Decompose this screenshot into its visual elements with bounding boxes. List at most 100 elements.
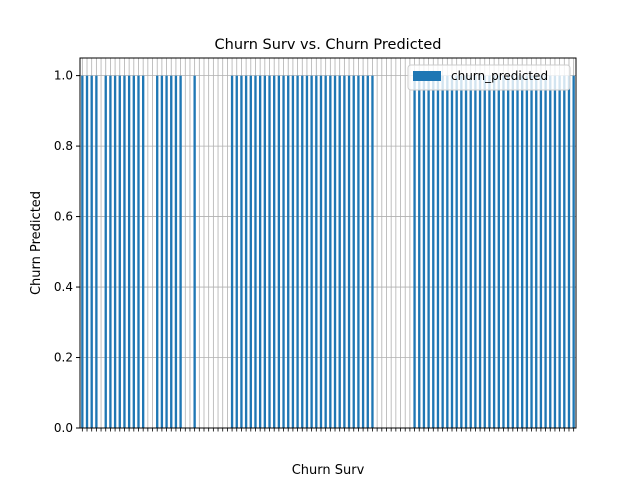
bar xyxy=(347,75,351,428)
legend-label: churn_predicted xyxy=(451,69,548,83)
bar xyxy=(361,75,365,428)
bar xyxy=(572,75,575,428)
legend-swatch xyxy=(413,71,441,81)
bar xyxy=(179,75,182,428)
bar xyxy=(478,75,482,428)
bar xyxy=(516,75,519,428)
bar xyxy=(450,75,454,428)
bar xyxy=(441,75,444,428)
bar xyxy=(268,75,271,428)
bar xyxy=(544,75,547,428)
bar xyxy=(352,75,355,428)
bar xyxy=(460,75,463,428)
bar xyxy=(230,75,234,428)
bar xyxy=(174,75,178,428)
bar xyxy=(81,75,84,428)
bar xyxy=(305,75,309,428)
bar xyxy=(530,75,533,428)
bar xyxy=(160,75,164,428)
y-axis-label: Churn Predicted xyxy=(29,191,44,295)
bar xyxy=(109,75,112,428)
bar xyxy=(474,75,477,428)
bar xyxy=(291,75,295,428)
bar xyxy=(142,75,145,428)
bar xyxy=(366,75,369,428)
bar xyxy=(427,75,430,428)
bar xyxy=(446,75,449,428)
bar xyxy=(85,75,89,428)
bar xyxy=(511,75,514,428)
bar xyxy=(343,75,346,428)
bar xyxy=(483,75,486,428)
x-axis-ticks xyxy=(81,428,575,432)
bar xyxy=(357,75,360,428)
bar xyxy=(113,75,117,428)
bar xyxy=(553,75,557,428)
y-tick-label: 0.6 xyxy=(54,210,73,224)
bar xyxy=(235,75,238,428)
bar xyxy=(371,75,374,428)
y-axis-ticks: 0.0 0.2 0.4 0.6 0.8 1.0 xyxy=(54,69,80,435)
bar xyxy=(315,75,318,428)
bar xyxy=(263,75,266,428)
bar xyxy=(506,75,510,428)
bar xyxy=(90,75,93,428)
bar xyxy=(104,75,107,428)
bar xyxy=(436,75,440,428)
bar xyxy=(492,75,496,428)
bar xyxy=(549,75,552,428)
bar xyxy=(249,75,252,428)
bar xyxy=(240,75,243,428)
y-tick-label: 0.2 xyxy=(54,351,73,365)
bar xyxy=(277,75,281,428)
bar xyxy=(282,75,285,428)
bar xyxy=(193,75,196,428)
bar xyxy=(432,75,435,428)
bar xyxy=(338,75,341,428)
y-tick-label: 0.0 xyxy=(54,421,73,435)
bar xyxy=(535,75,538,428)
bar xyxy=(324,75,327,428)
bar xyxy=(418,75,421,428)
bar xyxy=(422,75,426,428)
bar xyxy=(539,75,543,428)
bar xyxy=(170,75,173,428)
bar xyxy=(165,75,168,428)
chart-title: Churn Surv vs. Churn Predicted xyxy=(215,37,442,53)
legend-box xyxy=(407,64,571,91)
y-tick-label: 1.0 xyxy=(54,69,73,83)
bar xyxy=(455,75,458,428)
bar xyxy=(310,75,313,428)
bar xyxy=(563,75,566,428)
bar xyxy=(525,75,529,428)
bar xyxy=(464,75,468,428)
bar xyxy=(118,75,121,428)
bars-layer xyxy=(81,75,575,428)
bar xyxy=(127,75,131,428)
bar xyxy=(469,75,472,428)
bar xyxy=(123,75,126,428)
bar xyxy=(287,75,290,428)
bar xyxy=(296,75,299,428)
bar xyxy=(95,75,98,428)
bar xyxy=(137,75,140,428)
bar xyxy=(254,75,257,428)
bar xyxy=(502,75,505,428)
bar xyxy=(156,75,159,428)
bar xyxy=(273,75,276,428)
y-tick-label: 0.4 xyxy=(54,280,73,294)
bar xyxy=(521,75,524,428)
bar xyxy=(301,75,304,428)
legend: churn_predicted xyxy=(407,64,571,91)
bar xyxy=(244,75,248,428)
bar xyxy=(558,75,561,428)
bar xyxy=(333,75,337,428)
y-tick-label: 0.8 xyxy=(54,139,73,153)
bar xyxy=(567,75,571,428)
bar xyxy=(497,75,500,428)
bar xyxy=(329,75,332,428)
bar xyxy=(413,75,416,428)
bar xyxy=(319,75,323,428)
bar xyxy=(488,75,491,428)
